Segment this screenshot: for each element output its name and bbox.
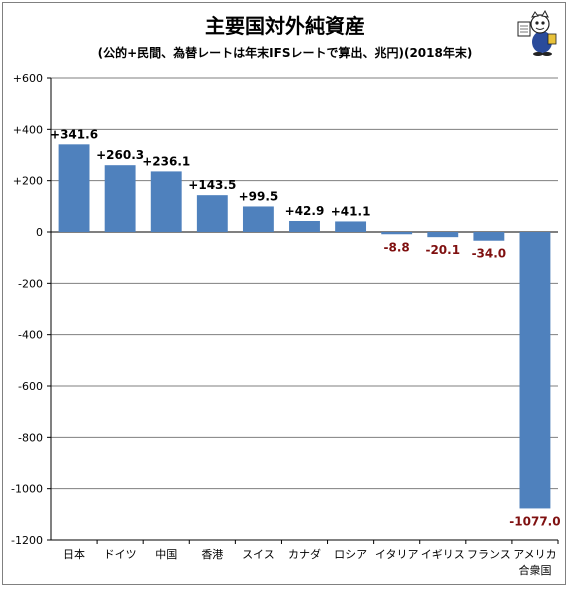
data-label: +260.3 (96, 148, 144, 162)
y-tick-label: +400 (13, 123, 43, 136)
y-tick-label: +200 (13, 175, 43, 188)
y-tick-label: -800 (18, 431, 43, 444)
y-tick-label: -400 (18, 329, 43, 342)
data-label: +236.1 (142, 154, 190, 168)
data-label: +99.5 (239, 189, 279, 203)
y-tick-label: -1000 (11, 483, 43, 496)
y-tick-label: +600 (13, 72, 43, 85)
data-label: +41.1 (331, 204, 371, 218)
x-tick-label: 中国 (155, 548, 177, 561)
chart-title: 主要国対外純資産 (205, 14, 365, 38)
data-label: +42.9 (285, 204, 325, 218)
bar (335, 221, 367, 232)
data-label: -1077.0 (509, 514, 560, 528)
data-label: -34.0 (472, 247, 507, 261)
y-tick-label: -1200 (11, 534, 43, 547)
x-tick-label: イタリア (375, 548, 419, 561)
x-tick-label: ドイツ (104, 548, 137, 561)
bar (427, 232, 459, 238)
bar (58, 144, 90, 232)
chart-frame (2, 2, 566, 585)
bar (196, 195, 228, 232)
y-tick-label: 0 (36, 226, 43, 239)
x-tick-label: 合衆国 (518, 563, 551, 577)
x-tick-label: 日本 (63, 547, 85, 561)
x-tick-label: 香港 (201, 548, 223, 561)
bar (150, 171, 182, 232)
bar (104, 165, 136, 232)
x-tick-label: アメリカ (513, 548, 556, 561)
bar (473, 232, 505, 241)
data-label: -20.1 (425, 243, 460, 257)
mascot-illustration (517, 9, 557, 56)
y-tick-label: -600 (18, 380, 43, 393)
data-label: +143.5 (188, 178, 236, 192)
x-tick-label: カナダ (288, 547, 321, 561)
x-tick-label: スイス (242, 548, 275, 561)
bar (289, 220, 320, 232)
data-label: +341.6 (50, 127, 98, 141)
x-tick-label: フランス (467, 548, 511, 561)
bar (519, 232, 551, 509)
x-tick-label: イギリス (421, 548, 465, 561)
chart-subtitle: (公的+民間、為替レートは年末IFSレートで算出、兆円)(2018年末) (97, 46, 473, 60)
bar (242, 206, 274, 232)
bar (381, 232, 413, 235)
y-tick-label: -200 (18, 277, 43, 290)
x-tick-label: ロシア (334, 548, 367, 561)
data-label: -8.8 (384, 240, 410, 254)
